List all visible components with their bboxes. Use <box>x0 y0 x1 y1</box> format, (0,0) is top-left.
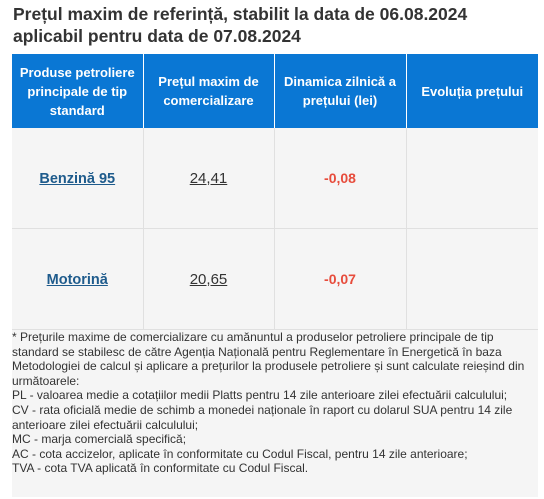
footnote-item: CV - rata oficială medie de schimb a mon… <box>12 402 513 432</box>
header-price-trend: Evoluția prețului <box>406 54 538 128</box>
footnote-intro: * Prețurile maxime de comercializare cu … <box>12 330 525 388</box>
table-row: Motorină 20,65 -0,07 <box>12 228 538 330</box>
footnote-item: AC - cota accizelor, aplicate în conform… <box>12 446 468 461</box>
header-daily-change: Dinamica zilnică a prețului (lei) <box>274 54 407 128</box>
change-cell: -0,07 <box>274 228 407 330</box>
product-cell: Benzină 95 <box>12 128 144 229</box>
price-link[interactable]: 20,65 <box>189 270 228 288</box>
price-link[interactable]: 24,41 <box>189 169 228 187</box>
trend-cell <box>406 228 538 330</box>
product-link-benzina-95[interactable]: Benzină 95 <box>39 170 116 187</box>
table-header-row: Produse petroliere principale de tip sta… <box>12 54 538 128</box>
header-product: Produse petroliere principale de tip sta… <box>12 54 144 128</box>
product-cell: Motorină <box>12 228 144 330</box>
footnote-item: PL - valoarea medie a cotațiilor medii P… <box>12 388 508 403</box>
page-title: Prețul maxim de referință, stabilit la d… <box>13 3 538 47</box>
trend-cell <box>406 128 538 229</box>
product-link-motorina[interactable]: Motorină <box>46 271 108 288</box>
price-cell: 24,41 <box>143 128 275 229</box>
page-title-line-1: Prețul maxim de referință, stabilit la d… <box>13 4 468 24</box>
daily-change-value: -0,07 <box>324 271 356 287</box>
daily-change-value: -0,08 <box>324 170 356 186</box>
header-max-price: Prețul maxim de comercializare <box>143 54 275 128</box>
change-cell: -0,08 <box>274 128 407 229</box>
price-table: Produse petroliere principale de tip sta… <box>12 54 538 330</box>
footnote: * Prețurile maxime de comercializare cu … <box>12 330 534 476</box>
table-row: Benzină 95 24,41 -0,08 <box>12 128 538 229</box>
price-cell: 20,65 <box>143 228 275 330</box>
page-title-line-2: aplicabil pentru data de 07.08.2024 <box>13 26 301 46</box>
footnote-item: MC - marja comercială specifică; <box>12 432 187 447</box>
footnote-item: TVA - cota TVA aplicată în conformitate … <box>12 461 309 476</box>
